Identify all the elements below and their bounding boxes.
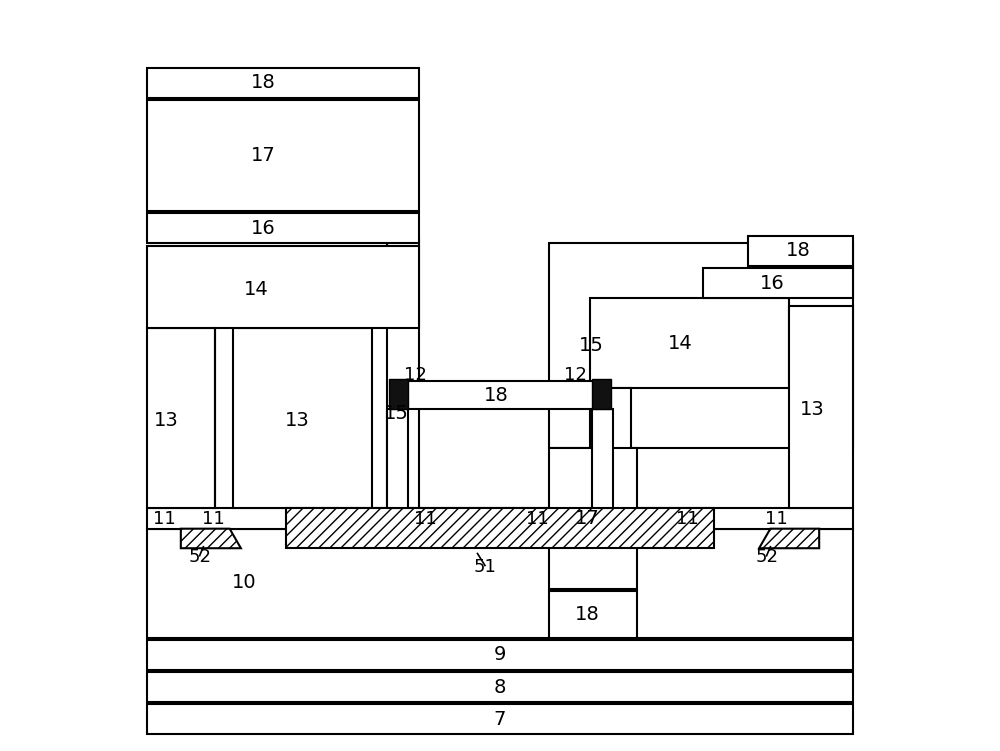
Text: 13: 13 xyxy=(800,400,825,419)
Bar xyxy=(590,388,631,508)
Polygon shape xyxy=(387,409,408,508)
Bar xyxy=(147,529,853,638)
Text: 11: 11 xyxy=(153,510,176,528)
Text: 11: 11 xyxy=(202,510,225,528)
Text: 11: 11 xyxy=(526,510,549,528)
Text: 17: 17 xyxy=(575,509,599,529)
Text: 18: 18 xyxy=(251,73,276,92)
Text: 18: 18 xyxy=(484,385,509,405)
Text: 12: 12 xyxy=(564,366,587,385)
Bar xyxy=(590,298,789,388)
Text: 10: 10 xyxy=(232,573,257,593)
Bar xyxy=(549,591,637,638)
Text: 15: 15 xyxy=(579,336,604,355)
Text: 11: 11 xyxy=(414,510,436,528)
Text: 15: 15 xyxy=(384,403,409,423)
Polygon shape xyxy=(759,529,819,548)
Text: 12: 12 xyxy=(404,366,427,385)
Bar xyxy=(147,508,853,529)
Text: 16: 16 xyxy=(251,219,276,238)
Text: 17: 17 xyxy=(251,146,276,165)
Text: 11: 11 xyxy=(676,510,699,528)
Bar xyxy=(147,328,215,508)
Bar xyxy=(147,640,853,670)
Text: 16: 16 xyxy=(759,273,784,293)
Bar xyxy=(748,236,853,266)
Text: 52: 52 xyxy=(755,548,778,566)
Text: 9: 9 xyxy=(494,645,506,665)
Text: 51: 51 xyxy=(474,558,496,576)
Text: 52: 52 xyxy=(188,548,211,566)
Text: 13: 13 xyxy=(153,411,178,430)
Bar xyxy=(549,243,853,448)
Bar xyxy=(389,379,408,409)
Bar xyxy=(147,100,419,211)
Text: 13: 13 xyxy=(285,411,310,430)
Polygon shape xyxy=(181,529,241,548)
Bar xyxy=(789,306,853,508)
Text: 14: 14 xyxy=(668,333,693,353)
Bar xyxy=(147,246,419,328)
Polygon shape xyxy=(592,409,613,508)
Text: 8: 8 xyxy=(494,677,506,697)
Text: 18: 18 xyxy=(786,241,811,261)
Bar xyxy=(233,328,372,508)
Bar xyxy=(286,508,714,548)
Bar xyxy=(147,213,419,243)
Text: 18: 18 xyxy=(575,605,599,624)
Bar xyxy=(147,68,419,98)
Text: 14: 14 xyxy=(244,279,268,299)
Text: 11: 11 xyxy=(765,510,788,528)
Bar xyxy=(703,268,853,298)
Bar xyxy=(387,238,419,508)
Bar xyxy=(549,448,637,589)
Bar xyxy=(592,379,611,409)
Bar xyxy=(402,381,598,409)
Text: 7: 7 xyxy=(494,710,506,729)
Bar xyxy=(147,672,853,702)
Bar xyxy=(147,704,853,734)
